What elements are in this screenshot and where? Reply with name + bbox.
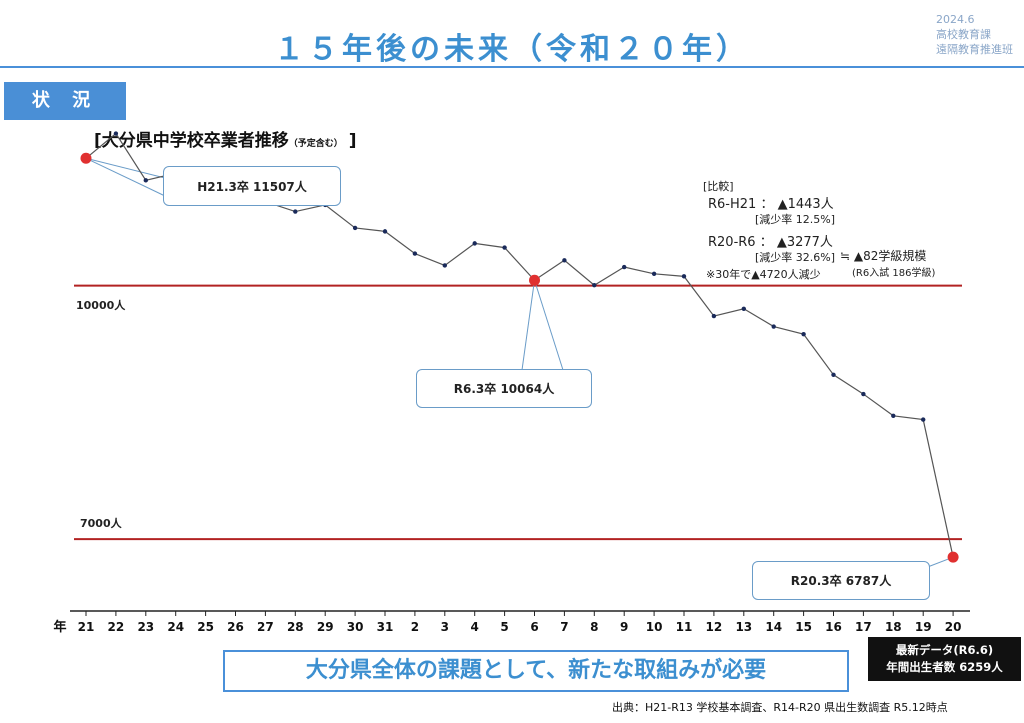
x-tick-label: 11 bbox=[676, 620, 693, 634]
data-point bbox=[891, 413, 896, 418]
x-tick-label: 30 bbox=[347, 620, 364, 634]
chart-title: [大分県中学校卒業者推移（予定含む） ] bbox=[94, 126, 357, 151]
data-point bbox=[442, 263, 447, 268]
x-axis-unit: 年 bbox=[53, 619, 66, 635]
section-label: 状 況 bbox=[4, 82, 126, 120]
x-tick-label: 16 bbox=[825, 620, 842, 634]
page-title: １５年後の未来（令和２０年） bbox=[274, 32, 750, 67]
data-point bbox=[502, 245, 507, 250]
x-tick-label: 21 bbox=[78, 620, 95, 634]
team-name: 遠隔教育推進班 bbox=[936, 43, 1013, 56]
x-tick-label: 22 bbox=[108, 620, 125, 634]
latest-data-title: 最新データ(R6.6) bbox=[895, 643, 994, 657]
chart-title-main: [大分県中学校卒業者推移 bbox=[94, 131, 289, 151]
ref-label-7000: 7000人 bbox=[80, 517, 122, 530]
x-tick-label: 19 bbox=[915, 620, 932, 634]
data-point bbox=[143, 178, 148, 183]
x-tick-label: 29 bbox=[317, 620, 334, 634]
latest-data-box: 最新データ(R6.6) 年間出生者数 6259人 bbox=[868, 637, 1021, 681]
data-point bbox=[801, 331, 806, 337]
x-tick-label: 31 bbox=[377, 620, 394, 634]
data-point bbox=[352, 225, 358, 231]
data-point bbox=[681, 274, 687, 279]
data-point bbox=[293, 209, 298, 214]
comparison-heading: [比較] bbox=[703, 180, 734, 193]
data-point bbox=[113, 131, 119, 136]
x-tick-label: 9 bbox=[620, 620, 628, 634]
department: 高校教育課 bbox=[936, 28, 991, 41]
chart-title-close: ] bbox=[348, 131, 357, 151]
x-tick-label: 28 bbox=[287, 620, 304, 634]
comparison-approx: ≒ ▲82学級規模 bbox=[840, 249, 927, 263]
x-tick-label: 5 bbox=[500, 620, 508, 634]
x-tick-label: 18 bbox=[885, 620, 902, 634]
highlight-point bbox=[947, 551, 959, 563]
x-tick-label: 13 bbox=[735, 620, 752, 634]
x-tick-label: 8 bbox=[590, 620, 598, 634]
x-tick-label: 14 bbox=[765, 620, 782, 634]
data-point bbox=[921, 417, 926, 422]
x-tick-label: 2 bbox=[411, 620, 419, 634]
x-tick-label: 15 bbox=[795, 620, 812, 634]
x-tick-label: 6 bbox=[530, 620, 538, 634]
data-point bbox=[771, 324, 776, 329]
comparison-note: ※30年で▲4720人減少 bbox=[706, 268, 821, 281]
data-point bbox=[382, 229, 388, 234]
comparison-approx-sub: (R6入試 186学級) bbox=[852, 268, 936, 279]
source-note: 出典：H21-R13 学校基本調査、R14-R20 県出生数調査 R5.12時点 bbox=[612, 701, 948, 714]
header-divider bbox=[0, 66, 1024, 68]
x-tick-label: 10 bbox=[646, 620, 663, 634]
ref-label-10000: 10000人 bbox=[76, 299, 126, 312]
data-point bbox=[592, 283, 597, 288]
data-point bbox=[412, 251, 418, 256]
x-tick-label: 24 bbox=[167, 620, 184, 634]
highlight-point bbox=[80, 152, 92, 164]
comparison-line2-sub: [減少率 32.6%] bbox=[755, 251, 836, 264]
callout-h21: H21.3卒 11507人 bbox=[163, 166, 341, 206]
callout-r20: R20.3卒 6787人 bbox=[752, 561, 930, 600]
callout-leader bbox=[521, 280, 535, 371]
x-tick-label: 4 bbox=[471, 620, 479, 634]
data-point bbox=[622, 264, 627, 270]
data-point bbox=[472, 241, 477, 246]
x-tick-label: 12 bbox=[706, 620, 723, 634]
x-tick-label: 25 bbox=[197, 620, 214, 634]
x-tick-label: 3 bbox=[441, 620, 449, 634]
callout-leader bbox=[534, 280, 564, 371]
data-point bbox=[711, 313, 717, 319]
highlight-point bbox=[529, 274, 540, 286]
x-tick-label: 17 bbox=[855, 620, 872, 634]
latest-births: 年間出生者数 6259人 bbox=[886, 660, 1003, 674]
data-point bbox=[831, 372, 836, 377]
x-tick-label: 23 bbox=[137, 620, 154, 634]
callout-r6: R6.3卒 10064人 bbox=[416, 369, 592, 408]
conclusion-banner: 大分県全体の課題として、新たな取組みが必要 bbox=[223, 650, 849, 692]
comparison-line1: R6-H21 ： ▲1443人 bbox=[708, 197, 834, 212]
data-point bbox=[741, 306, 746, 311]
data-point bbox=[861, 391, 866, 397]
callout-leader bbox=[85, 157, 166, 197]
x-tick-label: 26 bbox=[227, 620, 244, 634]
callout-leader bbox=[85, 157, 166, 179]
comparison-line1-sub: [減少率 12.5%] bbox=[755, 213, 836, 226]
report-date: 2024.6 bbox=[936, 13, 975, 26]
x-tick-label: 7 bbox=[560, 620, 568, 634]
x-tick-label: 27 bbox=[257, 620, 274, 634]
chart-title-note: （予定含む） bbox=[288, 139, 343, 149]
comparison-line2: R20-R6 ： ▲3277人 bbox=[708, 235, 833, 250]
data-point bbox=[651, 271, 657, 277]
x-tick-label: 20 bbox=[945, 620, 962, 634]
header-meta: 2024.6 高校教育課 遠隔教育推進班 bbox=[936, 12, 1013, 57]
data-point bbox=[562, 258, 567, 263]
